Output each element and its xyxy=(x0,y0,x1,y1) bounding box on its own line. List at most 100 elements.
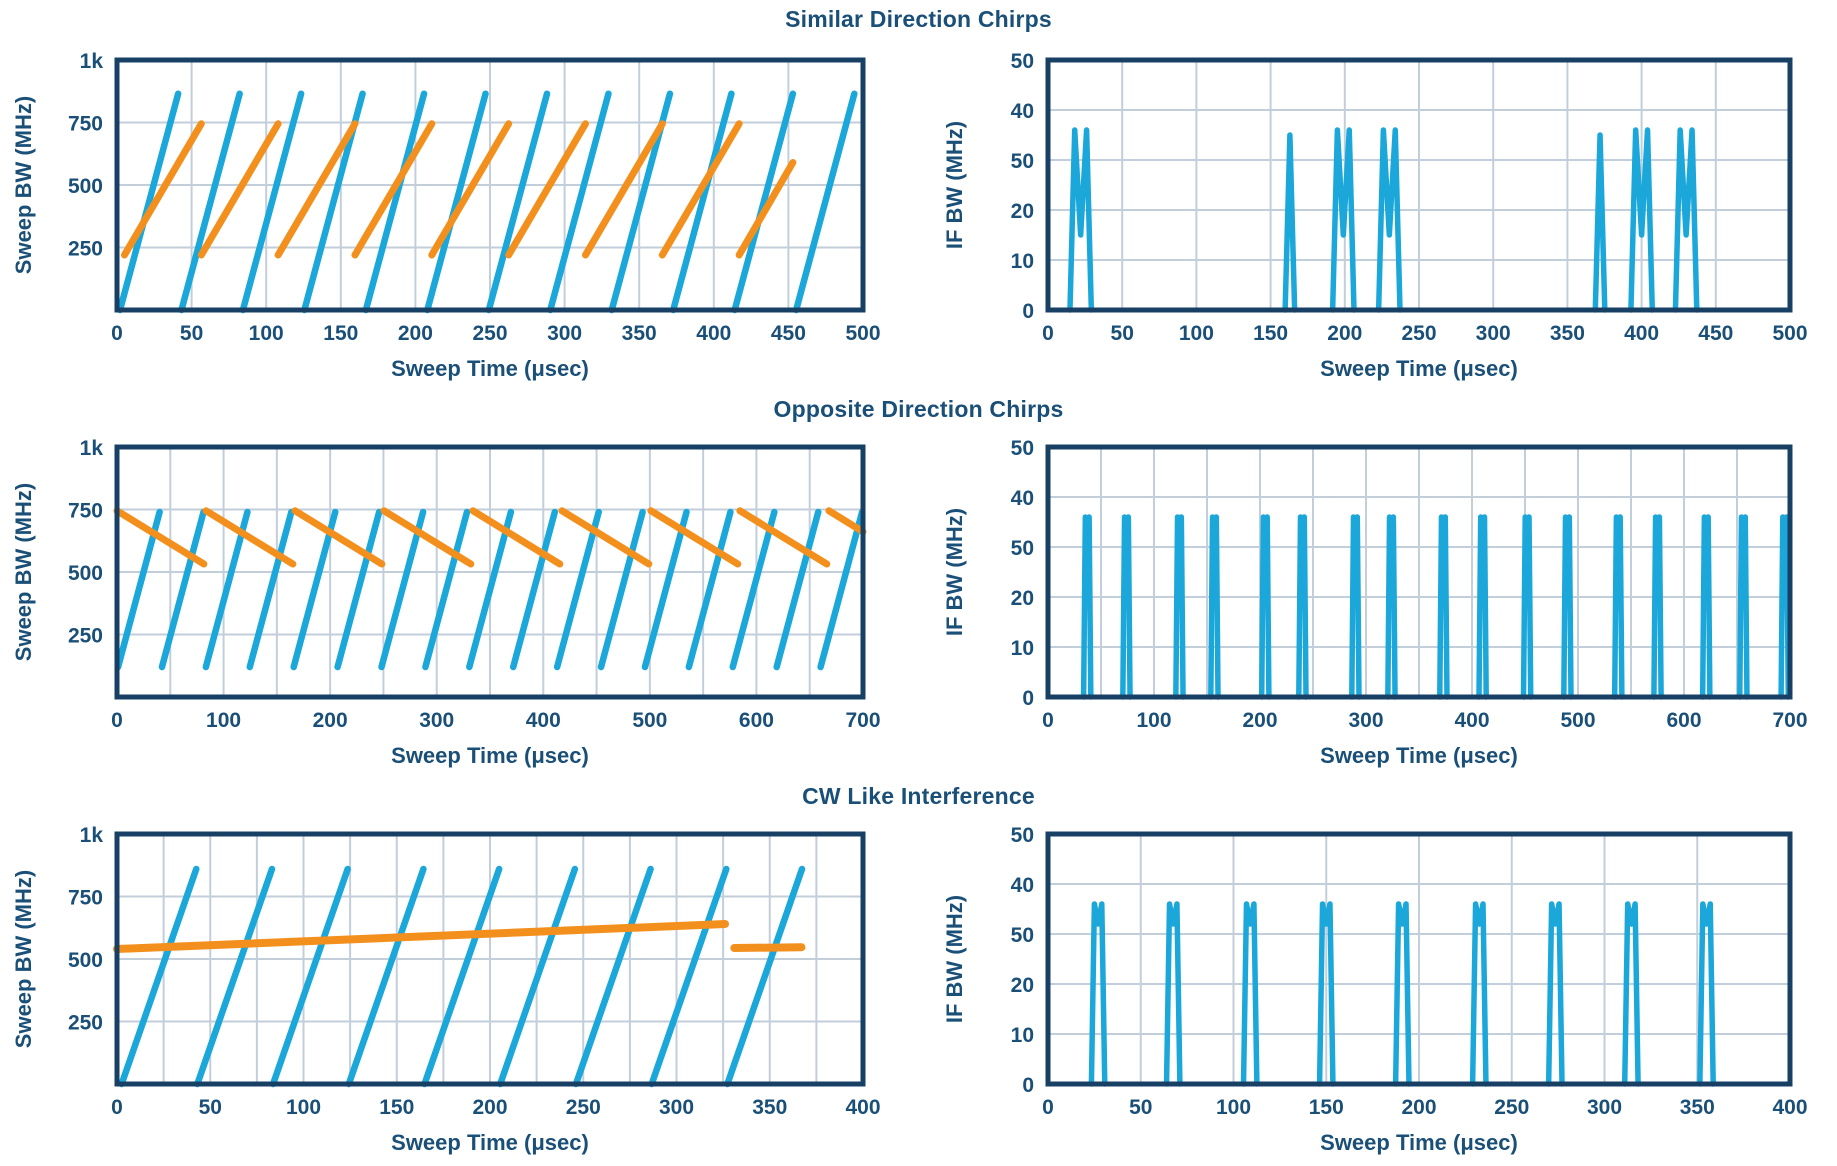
chirp-segment xyxy=(729,508,778,671)
chirp-segment xyxy=(730,943,806,952)
x-tick-label: 150 xyxy=(1309,1096,1344,1119)
y-axis-label: Sweep BW (MHz) xyxy=(11,483,36,661)
x-tick-label: 100 xyxy=(206,709,241,732)
row-title-cw-like-interference: CW Like Interference xyxy=(802,783,1035,809)
y-tick-label: 750 xyxy=(68,113,103,136)
chirp-segment xyxy=(291,507,386,568)
x-tick-label: 100 xyxy=(1136,709,1171,732)
if-spike-pair xyxy=(1088,901,1108,1087)
x-axis-label: Sweep Time (μsec) xyxy=(391,743,589,768)
y-tick-label: 750 xyxy=(68,500,103,523)
x-tick-label: 0 xyxy=(1042,322,1054,345)
y-tick-label: 1k xyxy=(80,50,104,73)
chirp-segment xyxy=(194,865,276,1088)
x-tick-label: 350 xyxy=(1680,1096,1715,1119)
if-spike-double xyxy=(1672,127,1700,313)
x-tick-label: 200 xyxy=(1327,322,1362,345)
chirp-segment xyxy=(421,865,503,1088)
x-tick-label: 100 xyxy=(1179,322,1214,345)
y-axis-label: IF BW (MHz) xyxy=(942,895,967,1023)
x-tick-label: 400 xyxy=(696,322,731,345)
plot-border xyxy=(1045,831,1793,1087)
chirp-segment xyxy=(553,508,602,671)
x-tick-label: 250 xyxy=(1494,1096,1529,1119)
y-tick-label: 10 xyxy=(1011,1024,1034,1047)
x-axis-label: Sweep Time (μsec) xyxy=(1320,1130,1518,1155)
if-spike-pair xyxy=(1437,514,1450,700)
chirp-segment xyxy=(362,90,428,314)
x-tick-label: 300 xyxy=(659,1096,694,1119)
series-victim-chirps xyxy=(114,508,866,671)
x-tick-label: 50 xyxy=(1129,1096,1152,1119)
series-victim-chirps xyxy=(116,90,858,314)
chirp-segment xyxy=(658,120,743,259)
if-spike-pair xyxy=(1163,901,1183,1087)
x-tick-label: 200 xyxy=(1242,709,1277,732)
chirp-segment xyxy=(497,865,579,1088)
x-tick-label: 300 xyxy=(1587,1096,1622,1119)
y-tick-label: 1k xyxy=(80,824,104,847)
if-spike-double xyxy=(1628,127,1656,313)
chirp-segment xyxy=(731,90,797,314)
chirp-segment xyxy=(158,508,207,671)
y-axis-label: IF BW (MHz) xyxy=(942,121,967,249)
y-tick-label: 50 xyxy=(1011,824,1034,847)
chirp-segment xyxy=(345,865,427,1088)
chirp-segment xyxy=(274,120,359,259)
y-tick-label: 250 xyxy=(68,625,103,648)
x-tick-label: 350 xyxy=(752,1096,787,1119)
y-tick-label: 0 xyxy=(1022,300,1034,323)
chirp-segment xyxy=(197,120,282,259)
if-spike-pair xyxy=(1258,514,1272,700)
chart-similar-sweep: 0 50 100 150 200 250 300 350 400 450 500 1k 750 500 25… xyxy=(11,50,881,381)
y-tick-label: 10 xyxy=(1011,250,1034,273)
y-tick-label: 500 xyxy=(68,175,103,198)
x-tick-label: 0 xyxy=(1042,709,1054,732)
y-tick-label: 20 xyxy=(1011,200,1034,223)
chirp-segment xyxy=(735,159,797,259)
y-tick-label: 1k xyxy=(80,437,104,460)
chirp-segment xyxy=(239,90,305,314)
x-tick-label: 350 xyxy=(622,322,657,345)
if-spike-pair xyxy=(1080,514,1094,700)
chart-similar-if: 0 50 100 150 200 250 300 350 400 450 5005040502010… xyxy=(942,50,1808,381)
if-spike-pair xyxy=(1120,514,1133,700)
x-tick-label: 250 xyxy=(1401,322,1436,345)
chart-cw-if: 0 50 100 150 200 250 300 350 40050405020100Sweep… xyxy=(942,824,1808,1155)
x-tick-label: 50 xyxy=(1111,322,1134,345)
x-tick-label: 50 xyxy=(199,1096,222,1119)
x-tick-label: 250 xyxy=(566,1096,601,1119)
series-if-spikes xyxy=(1080,514,1792,700)
chirp-segment xyxy=(269,865,351,1088)
x-tick-label: 50 xyxy=(180,322,203,345)
y-tick-label: 50 xyxy=(1011,437,1034,460)
x-tick-label: 450 xyxy=(771,322,806,345)
x-tick-label: 300 xyxy=(1476,322,1511,345)
x-tick-label: 200 xyxy=(1401,1096,1436,1119)
chirp-segment xyxy=(202,507,297,568)
chirp-segment xyxy=(509,508,559,671)
y-tick-label: 40 xyxy=(1011,487,1034,510)
chirp-segment xyxy=(792,90,858,314)
y-axis-label: Sweep BW (MHz) xyxy=(11,96,36,274)
chirp-segment xyxy=(469,507,564,568)
y-tick-label: 20 xyxy=(1011,974,1034,997)
if-spike-single xyxy=(1592,132,1608,313)
x-tick-label: 400 xyxy=(1454,709,1489,732)
chirp-segment xyxy=(378,508,427,671)
x-tick-label: 200 xyxy=(313,709,348,732)
if-spike-pair xyxy=(1651,514,1664,700)
chirp-segment xyxy=(113,920,729,953)
plot-border xyxy=(1045,57,1793,313)
x-tick-label: 300 xyxy=(419,709,454,732)
series-cw-interferer xyxy=(113,920,806,953)
row-title-similar-direction-chirps: Similar Direction Chirps xyxy=(785,6,1052,32)
y-tick-label: 10 xyxy=(1011,637,1034,660)
y-tick-label: 0 xyxy=(1022,1074,1034,1097)
chirp-segment xyxy=(724,865,806,1088)
if-spike-pair xyxy=(1469,901,1489,1087)
x-tick-label: 500 xyxy=(1772,322,1807,345)
chirp-segment xyxy=(178,90,243,314)
chirp-segment xyxy=(290,508,339,671)
